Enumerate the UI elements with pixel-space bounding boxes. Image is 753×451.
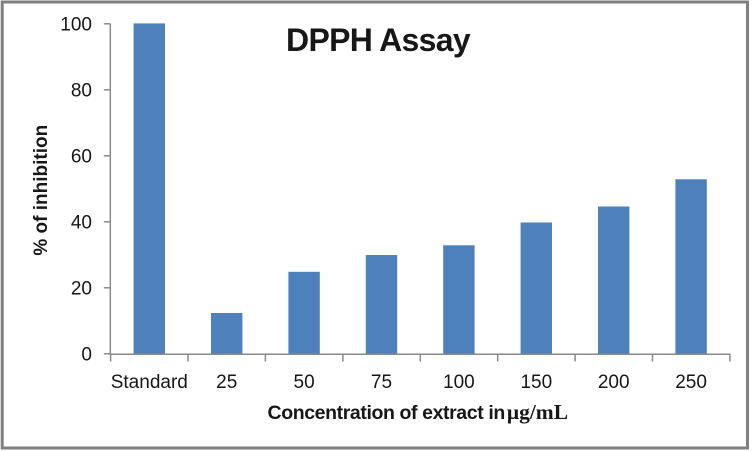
svg-text:Standard: Standard [111, 372, 188, 393]
svg-text:200: 200 [598, 372, 630, 393]
svg-text:DPPH Assay: DPPH Assay [286, 22, 471, 58]
svg-text:25: 25 [216, 372, 237, 393]
svg-text:20: 20 [71, 278, 92, 299]
svg-text:100: 100 [443, 372, 475, 393]
svg-text:80: 80 [71, 80, 92, 101]
svg-text:Concentration of extract in μg: Concentration of extract in μg/mL [268, 400, 569, 424]
svg-text:50: 50 [294, 372, 315, 393]
svg-text:60: 60 [71, 146, 92, 167]
svg-text:0: 0 [81, 344, 92, 365]
svg-text:% of inhibition: % of inhibition [31, 125, 52, 256]
svg-text:75: 75 [371, 372, 392, 393]
svg-text:250: 250 [675, 372, 707, 393]
svg-text:40: 40 [71, 212, 92, 233]
svg-text:150: 150 [520, 372, 552, 393]
svg-text:100: 100 [60, 14, 92, 35]
